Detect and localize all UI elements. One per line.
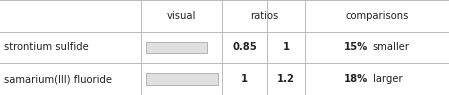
Text: 15%: 15%	[344, 42, 368, 53]
Bar	[146, 42, 207, 53]
Text: smaller: smaller	[373, 42, 409, 53]
Text: 1: 1	[283, 42, 290, 53]
Text: 0.85: 0.85	[232, 42, 257, 53]
Text: 18%: 18%	[344, 74, 368, 84]
Text: ratios: ratios	[250, 11, 278, 21]
Bar	[146, 73, 218, 85]
Text: strontium sulfide: strontium sulfide	[4, 42, 89, 53]
Text: comparisons: comparisons	[345, 11, 409, 21]
Text: samarium(III) fluoride: samarium(III) fluoride	[4, 74, 113, 84]
Text: larger: larger	[373, 74, 402, 84]
Text: 1.2: 1.2	[277, 74, 295, 84]
Text: visual: visual	[167, 11, 197, 21]
Text: 1: 1	[241, 74, 248, 84]
